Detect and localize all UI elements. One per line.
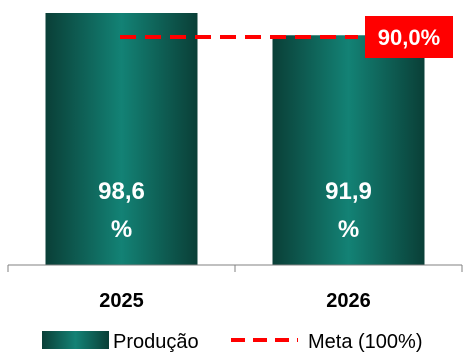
legend-label-meta: Meta (100%): [308, 331, 423, 353]
target-label: 90,0%: [378, 25, 440, 50]
data-label-line: 98,6: [98, 178, 145, 205]
legend-label-producao: Produção: [113, 331, 199, 353]
data-label-line: %: [338, 216, 359, 243]
legend-swatch-producao: [42, 331, 109, 349]
data-label-2026: 91,9%: [325, 178, 372, 243]
target-label-box: [365, 16, 453, 58]
x-tick-label-2026: 2026: [326, 290, 371, 312]
data-label-line: 91,9: [325, 178, 372, 205]
bar-2025[interactable]: [45, 13, 198, 265]
data-label-line: %: [111, 216, 132, 243]
x-tick-label-2025: 2025: [99, 290, 144, 312]
data-label-2025: 98,6%: [98, 178, 145, 243]
bar-2026[interactable]: [272, 35, 425, 265]
